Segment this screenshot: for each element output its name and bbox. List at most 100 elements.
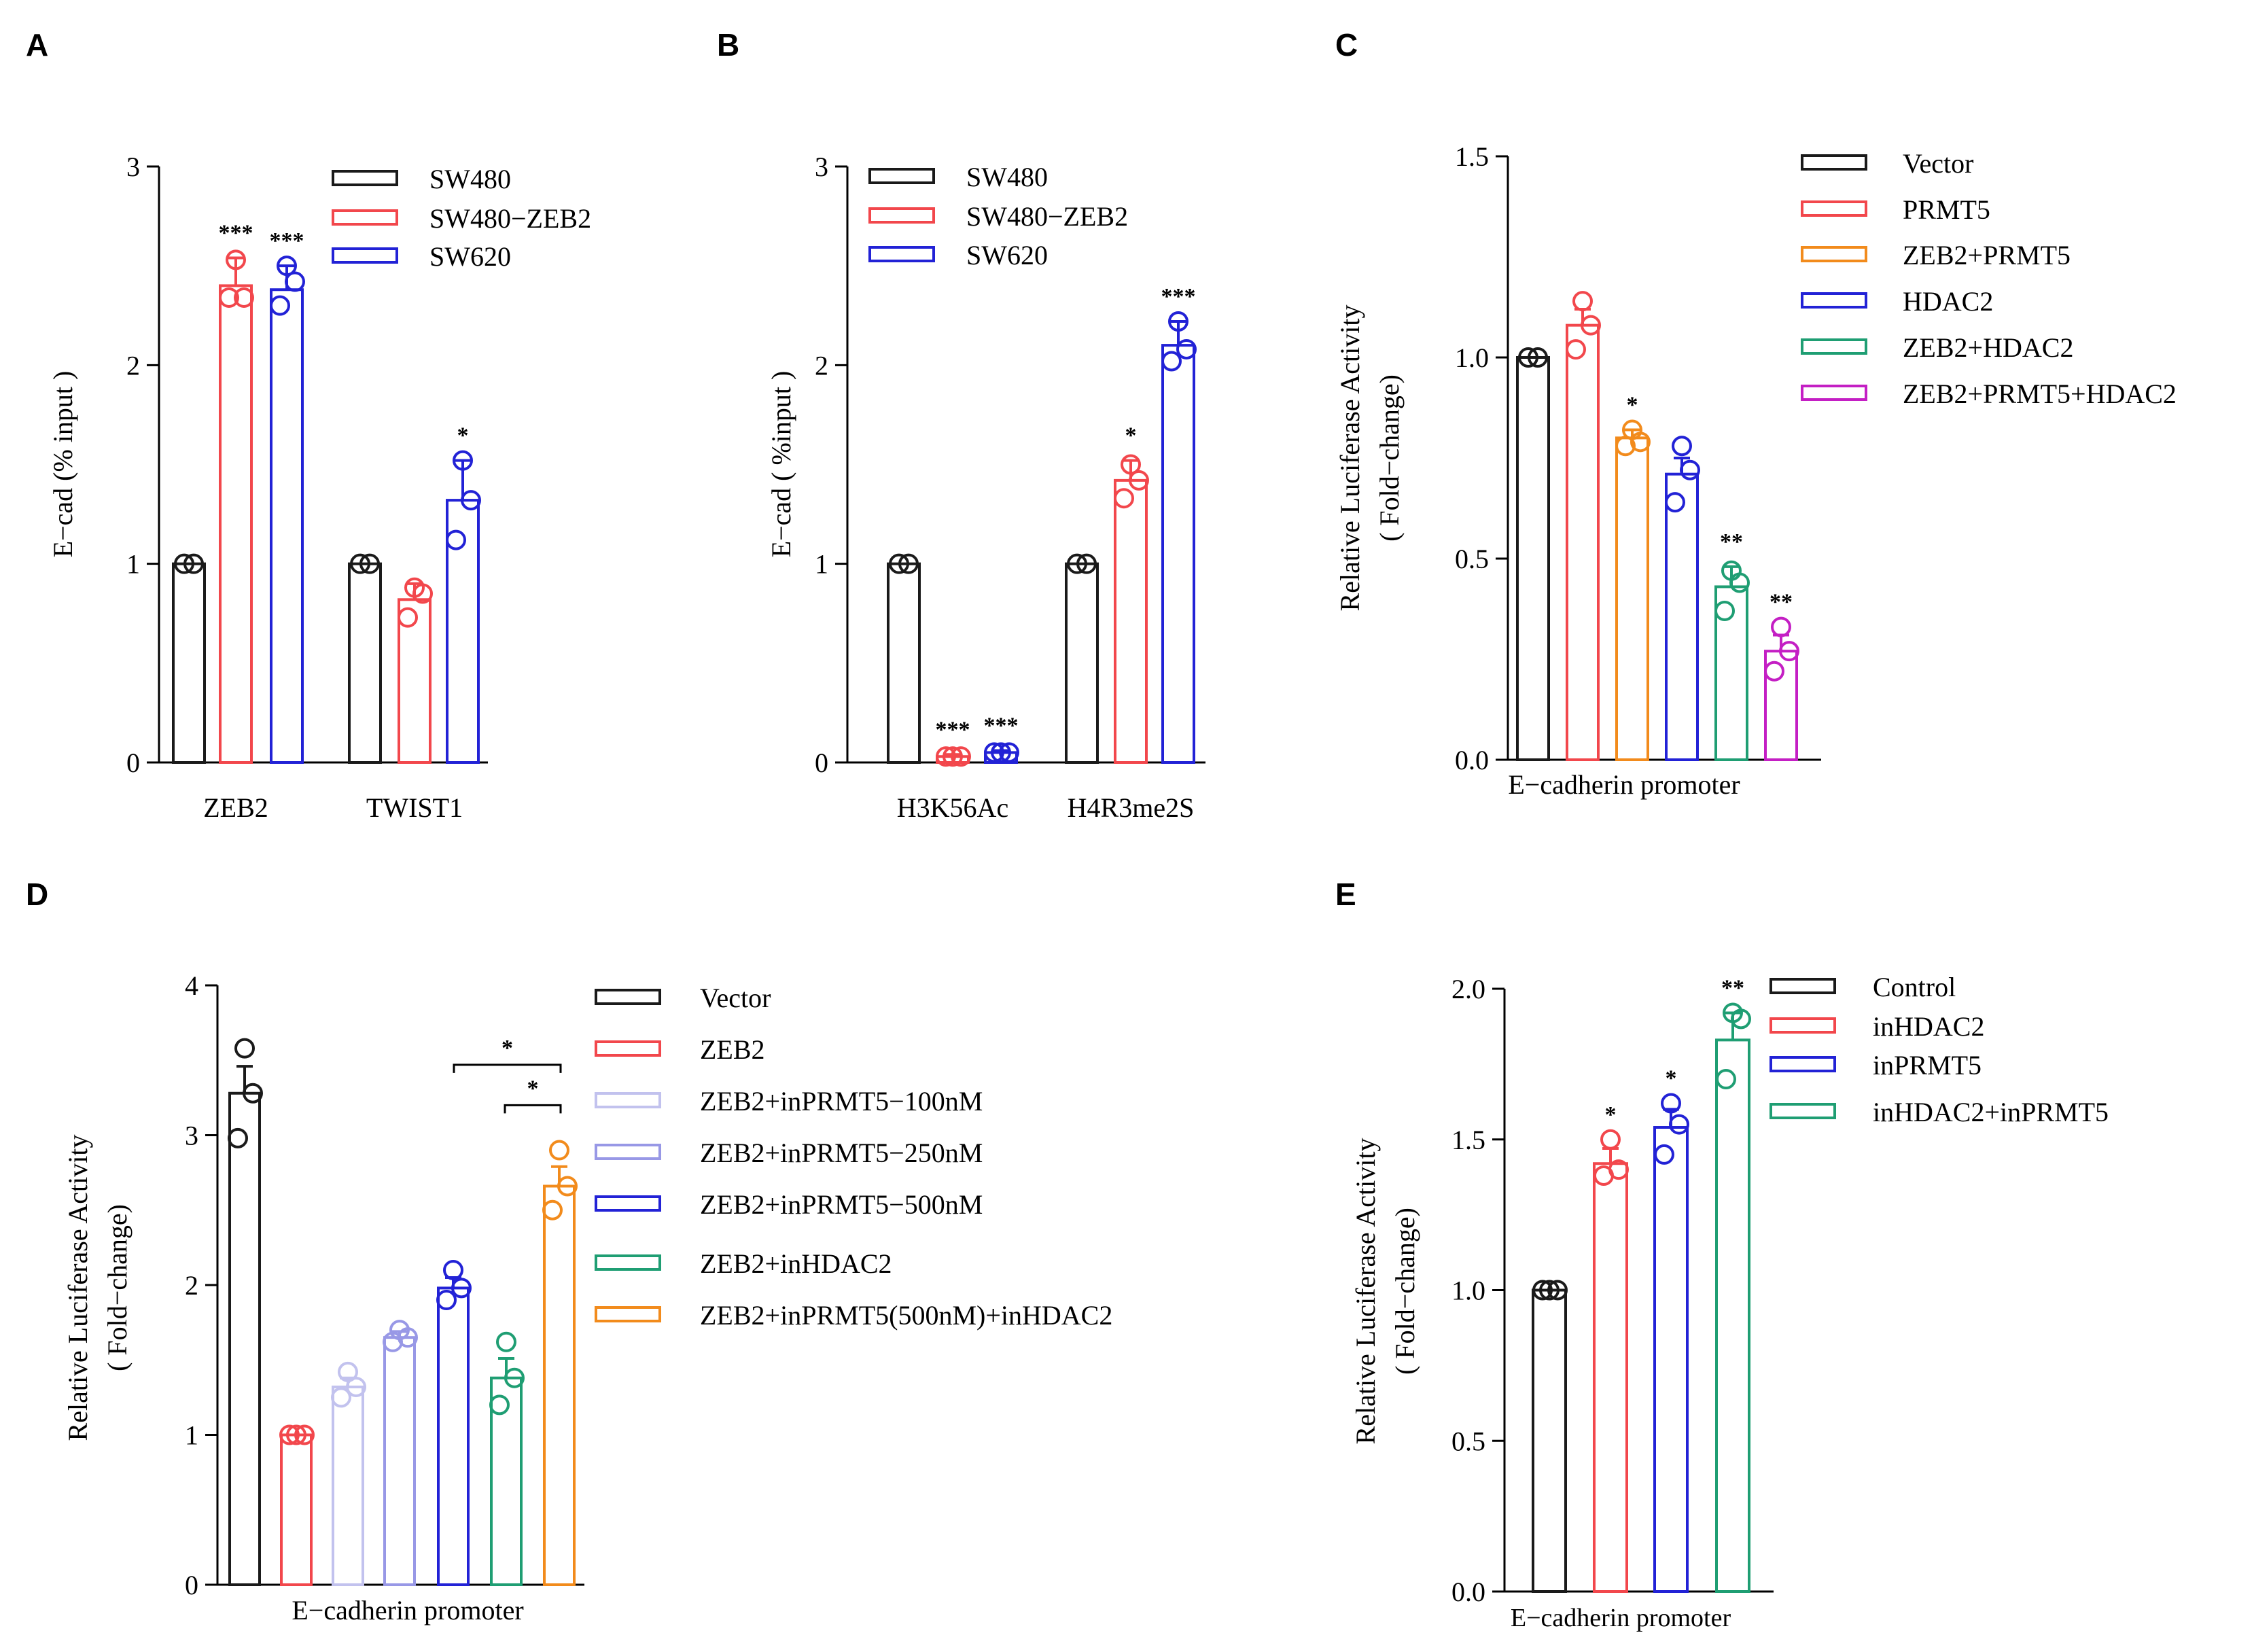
bar-b-0-0 xyxy=(887,562,921,765)
significance-b-1-1: * xyxy=(1125,423,1137,449)
legend-swatch-a-2 xyxy=(332,247,398,264)
data-point-d-4-1 xyxy=(451,1278,472,1299)
data-point-b-0-1-1 xyxy=(951,746,971,767)
legend-label-d-0: Vector xyxy=(700,983,771,1013)
bar-a-0-2 xyxy=(270,288,304,765)
y-axis-label-e: Relative Luciferase Activity xyxy=(1350,1138,1381,1445)
legend-label-e-3: inHDAC2+inPRMT5 xyxy=(1873,1097,2109,1127)
data-point-d-5-1 xyxy=(504,1367,525,1388)
data-point-a-1-0-1 xyxy=(359,553,380,574)
data-point-d-0-2 xyxy=(228,1127,248,1148)
data-point-b-1-1-0 xyxy=(1121,454,1141,475)
significance-a-0-1: *** xyxy=(219,220,253,245)
y-tick-label-a-3: 3 xyxy=(126,152,140,182)
data-point-c-3-2 xyxy=(1665,492,1685,513)
legend-label-c-2: ZEB2+PRMT5 xyxy=(1903,240,2071,270)
legend-label-c-5: ZEB2+PRMT5+HDAC2 xyxy=(1903,379,2177,409)
legend-label-c-1: PRMT5 xyxy=(1903,194,1990,225)
data-point-c-5-1 xyxy=(1779,641,1799,662)
y-tick-label-d-0: 0 xyxy=(185,1570,198,1600)
legend-swatch-d-2 xyxy=(595,1092,661,1108)
data-point-c-1-1 xyxy=(1581,315,1601,336)
data-point-d-1-2 xyxy=(279,1424,300,1445)
legend-label-b-1: SW480−ZEB2 xyxy=(966,201,1128,232)
legend-swatch-e-1 xyxy=(1769,1017,1836,1034)
data-point-b-0-2-1 xyxy=(999,742,1019,763)
legend-swatch-d-4 xyxy=(595,1195,661,1212)
legend-d: Vector ZEB2 ZEB2+inPRMT5−100nM ZEB2+inPR… xyxy=(595,983,1112,1331)
significance-e-2: * xyxy=(1666,1066,1677,1091)
data-point-c-4-1 xyxy=(1729,572,1750,593)
legend-swatch-c-5 xyxy=(1801,385,1867,401)
bar-e-0 xyxy=(1532,1288,1567,1593)
legend-label-d-1: ZEB2 xyxy=(700,1034,765,1065)
legend-label-a-2: SW620 xyxy=(429,241,511,272)
y-axis-label2-e: ( Fold−change) xyxy=(1390,1208,1420,1375)
data-point-d-2-1 xyxy=(346,1376,366,1397)
x-tick-label-a-1: TWIST1 xyxy=(366,792,463,823)
legend-swatch-b-2 xyxy=(868,246,935,262)
panel-label-e: E xyxy=(1335,877,1356,912)
legend-label-d-5: ZEB2+inHDAC2 xyxy=(700,1248,892,1279)
data-point-b-1-0-0 xyxy=(1067,553,1087,574)
legend-swatch-d-0 xyxy=(595,989,661,1005)
significance-e-3: ** xyxy=(1721,975,1744,1000)
data-point-b-0-1-2 xyxy=(936,746,956,767)
panel-label-b: B xyxy=(717,27,739,63)
bar-d-0 xyxy=(228,1091,261,1586)
legend-swatch-d-6 xyxy=(595,1306,661,1322)
data-point-a-1-1-2 xyxy=(398,607,418,628)
data-point-e-0-2 xyxy=(1532,1280,1553,1301)
y-tick-label-b-1: 1 xyxy=(815,549,828,580)
data-point-c-3-1 xyxy=(1680,459,1700,480)
data-point-d-3-2 xyxy=(383,1331,403,1352)
data-point-b-0-0-1 xyxy=(898,553,919,574)
data-point-c-1-2 xyxy=(1566,339,1586,360)
legend-swatch-d-1 xyxy=(595,1040,661,1057)
legend-e: Control inHDAC2 inPRMT5 inHDAC2+inPRMT5 xyxy=(1769,972,2109,1127)
bar-d-1 xyxy=(280,1433,313,1586)
significance-b-0-2: *** xyxy=(984,713,1019,738)
data-point-e-3-1 xyxy=(1731,1008,1751,1030)
data-point-a-1-2-1 xyxy=(461,490,481,511)
legend-label-c-0: Vector xyxy=(1903,148,1973,179)
legend-a: SW480 SW480−ZEB2 SW620 xyxy=(332,164,591,272)
significance-e-1: * xyxy=(1605,1102,1617,1127)
significance-b-1-2: *** xyxy=(1161,284,1196,309)
data-point-a-0-2-2 xyxy=(270,295,290,316)
significance-a-1-2: * xyxy=(457,423,469,449)
x-axis-label-d: E−cadherin promoter xyxy=(292,1595,523,1625)
data-point-d-5-2 xyxy=(489,1394,510,1416)
bar-a-0-0 xyxy=(172,562,206,765)
legend-label-e-0: Control xyxy=(1873,972,1956,1002)
data-point-c-1-0 xyxy=(1572,291,1593,312)
y-tick-label-e-3: 1.5 xyxy=(1451,1125,1485,1155)
legend-swatch-b-0 xyxy=(868,168,935,184)
bar-b-1-0 xyxy=(1065,562,1099,765)
data-point-c-3-0 xyxy=(1672,436,1692,457)
bar-e-1 xyxy=(1593,1162,1628,1593)
data-point-c-2-2 xyxy=(1615,436,1636,457)
y-tick-label-b-3: 3 xyxy=(815,152,828,182)
y-tick-label-e-4: 2.0 xyxy=(1451,974,1485,1004)
y-tick-label-b-2: 2 xyxy=(815,350,828,381)
y-tick-label-b-0: 0 xyxy=(815,748,828,778)
data-point-a-0-1-0 xyxy=(226,249,246,270)
data-point-b-0-2-2 xyxy=(984,742,1004,763)
data-point-d-5-0 xyxy=(496,1331,516,1352)
bar-d-2 xyxy=(332,1385,364,1586)
significance-a-0-2: *** xyxy=(270,228,304,253)
significance-b-0-1: *** xyxy=(936,717,970,742)
data-point-d-2-2 xyxy=(331,1387,351,1408)
bar-c-0 xyxy=(1516,356,1550,761)
data-point-a-1-2-2 xyxy=(446,529,466,550)
legend-swatch-b-1 xyxy=(868,207,935,224)
data-point-a-0-0-0 xyxy=(174,553,194,574)
legend-label-b-0: SW480 xyxy=(966,162,1048,192)
panel-label-c: C xyxy=(1335,27,1358,63)
data-point-b-1-1-1 xyxy=(1129,470,1149,491)
panel-label-d: D xyxy=(26,877,48,912)
data-point-d-4-2 xyxy=(436,1290,457,1311)
y-tick-label-d-1: 1 xyxy=(185,1420,198,1451)
x-tick-label-b-0: H3K56Ac xyxy=(897,792,1008,823)
